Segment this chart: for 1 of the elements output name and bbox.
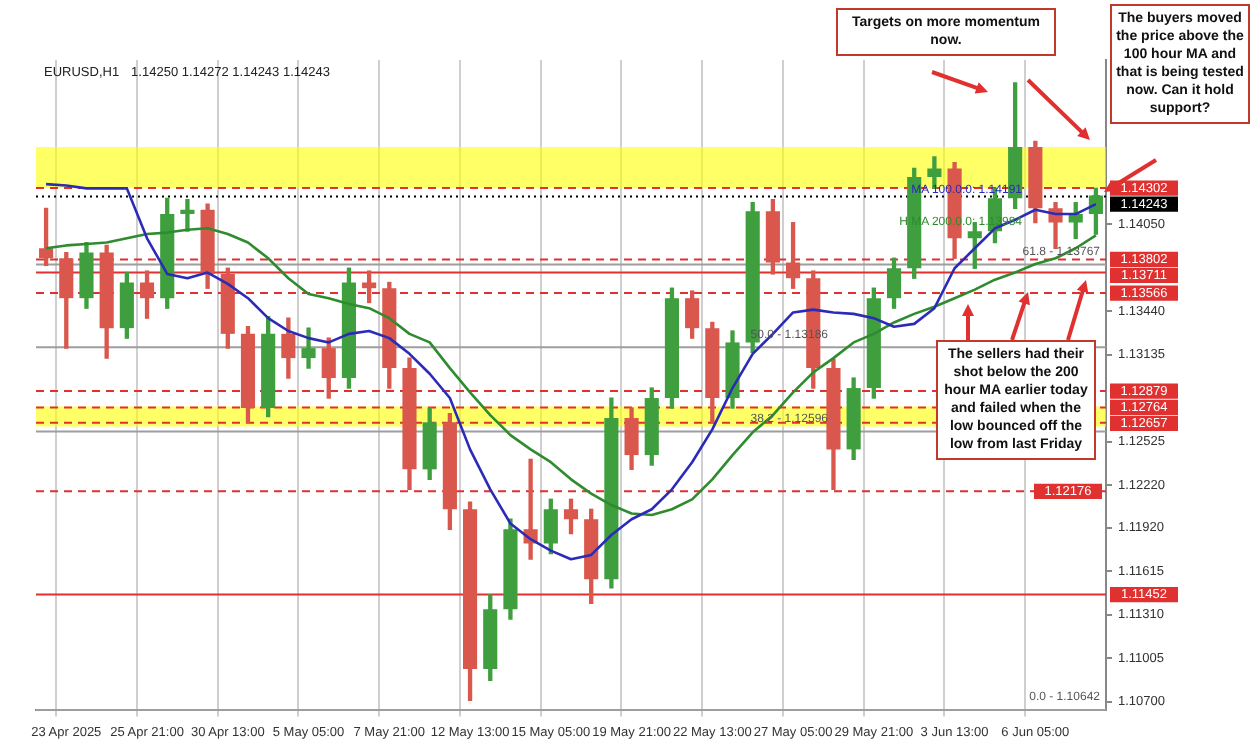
candlestick xyxy=(180,199,195,232)
